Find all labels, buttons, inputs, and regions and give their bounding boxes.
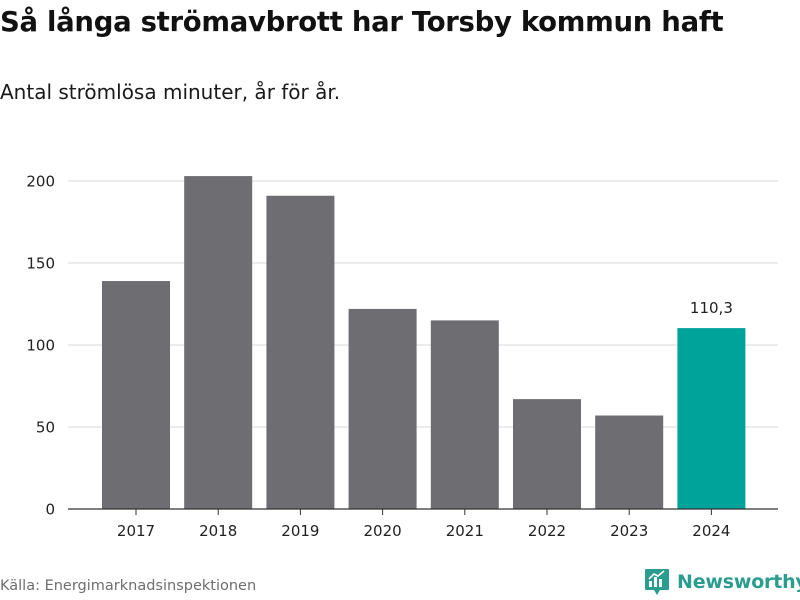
bar-2023[interactable] [595,415,664,509]
x-tick-label: 2022 [528,522,566,540]
x-tick-label: 2024 [692,522,730,540]
bar-2018[interactable] [184,176,253,509]
data-label: 110,3 [690,299,733,317]
brand-name: Newsworthy [677,571,800,593]
brand-logo[interactable]: Newsworthy [644,568,800,596]
y-axis-ticks: 0 50 100 150 200 [26,173,55,519]
chart-subtitle: Antal strömlösa minuter, år för år. [0,80,341,104]
bar-2024[interactable] [677,328,746,509]
x-tick-label: 2017 [117,522,155,540]
x-tick-label: 2023 [610,522,648,540]
y-tick-label: 150 [26,255,55,273]
bar-2020[interactable] [348,308,417,509]
bars [102,176,746,509]
newsworthy-logo-icon [645,569,669,595]
x-tick-label: 2020 [364,522,402,540]
y-tick-label: 100 [26,337,55,355]
bar-2022[interactable] [513,399,581,509]
chart-title: Så långa strömavbrott har Torsby kommun … [0,6,724,38]
bar-2021[interactable] [430,320,499,509]
grid-lines [68,180,778,428]
y-tick-label: 50 [36,419,55,437]
data-labels: 110,3 [690,299,733,317]
bar-2019[interactable] [266,195,335,509]
x-tick-label: 2019 [281,522,319,540]
x-axis: 2017 2018 2019 2020 2021 2022 2023 2024 [68,508,778,540]
y-tick-label: 0 [45,501,55,519]
y-tick-label: 200 [26,173,55,191]
bar-2017[interactable] [102,281,170,509]
source-note: Källa: Energimarknadsinspektionen [0,578,257,594]
x-tick-label: 2021 [446,522,484,540]
x-tick-label: 2018 [199,522,237,540]
